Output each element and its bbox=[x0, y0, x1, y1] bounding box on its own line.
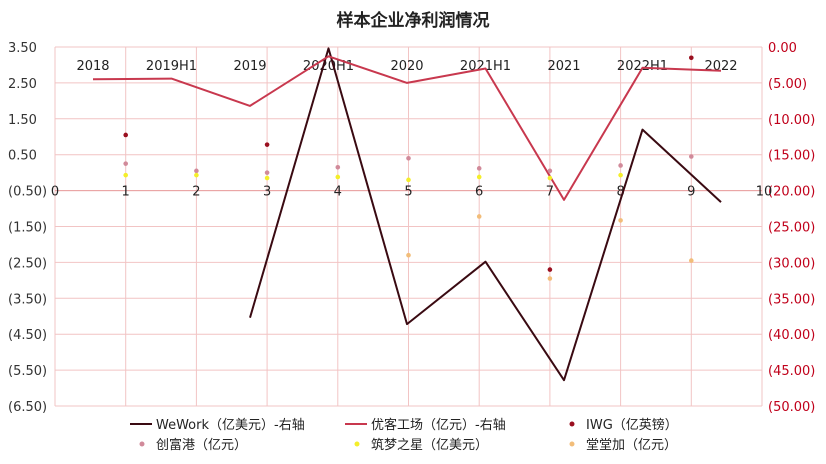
legend-swatch bbox=[569, 441, 575, 447]
series-point bbox=[476, 166, 482, 171]
series-point bbox=[264, 170, 270, 175]
legend-label: IWG（亿英镑） bbox=[586, 417, 678, 433]
series-point bbox=[406, 252, 411, 258]
series-point bbox=[689, 258, 694, 263]
series-point bbox=[123, 161, 128, 166]
series-point bbox=[123, 132, 128, 138]
category-label: 2020H1 bbox=[303, 59, 354, 74]
series-point bbox=[689, 154, 694, 159]
series-point bbox=[547, 276, 553, 281]
category-label: 2021 bbox=[547, 59, 580, 74]
category-label: 2018 bbox=[76, 59, 109, 74]
right-tick-label: (30.00) bbox=[768, 256, 815, 271]
category-label: 2022 bbox=[704, 59, 737, 74]
right-tick-label: 0.00 bbox=[768, 41, 797, 56]
category-label: 2020 bbox=[390, 59, 423, 74]
left-axis: 3.50 2.50 1.50 0.50 (0.50) (1.50) (2.50) (3.50)… bbox=[8, 41, 47, 415]
series-point bbox=[406, 155, 411, 161]
legend-label: 筑梦之星（亿美元） bbox=[371, 437, 488, 453]
series-point bbox=[335, 174, 341, 180]
right-tick-label: (5.00) bbox=[768, 77, 807, 92]
series-point bbox=[264, 175, 270, 181]
series-line bbox=[249, 47, 722, 382]
left-tick-label: 0.50 bbox=[8, 149, 37, 164]
series-point bbox=[547, 175, 553, 181]
left-tick-label: (6.50) bbox=[8, 400, 47, 415]
x-tick-label: 0 bbox=[51, 185, 59, 200]
series-point bbox=[689, 55, 694, 61]
right-tick-label: (45.00) bbox=[768, 364, 815, 379]
series-point bbox=[335, 164, 341, 170]
series-point bbox=[476, 174, 482, 180]
right-axis: 0.00 (5.00) (10.00) (15.00) (20.00) (25.00) (3… bbox=[768, 41, 815, 415]
series-points bbox=[123, 55, 694, 281]
left-tick-label: (5.50) bbox=[8, 364, 47, 379]
legend-swatch bbox=[354, 441, 360, 447]
legend-label: WeWork（亿美元）-右轴 bbox=[156, 418, 305, 433]
category-label: 2019H1 bbox=[146, 59, 197, 74]
series-point bbox=[618, 163, 623, 168]
x-tick-label: 3 bbox=[263, 185, 271, 200]
x-axis: 0 1 2 3 4 5 6 7 8 9 10 bbox=[51, 185, 772, 200]
series-point bbox=[547, 168, 553, 174]
left-tick-label: (1.50) bbox=[8, 221, 47, 236]
left-tick-label: 3.50 bbox=[8, 41, 37, 56]
series-point bbox=[194, 172, 199, 178]
chart-title: 样本企业净利润情况 bbox=[337, 10, 490, 31]
left-tick-label: (2.50) bbox=[8, 256, 47, 271]
series-lines bbox=[92, 47, 722, 382]
x-tick-label: 4 bbox=[334, 185, 342, 200]
category-label: 2022H1 bbox=[617, 59, 668, 74]
legend-label: 优客工场（亿元）-右轴 bbox=[371, 417, 506, 433]
x-tick-label: 9 bbox=[687, 185, 695, 200]
series-point bbox=[618, 172, 623, 178]
left-tick-label: 2.50 bbox=[8, 77, 37, 92]
right-tick-label: (40.00) bbox=[768, 328, 815, 343]
x-tick-label: 5 bbox=[404, 185, 412, 200]
series-point bbox=[547, 267, 553, 272]
series-point bbox=[194, 168, 199, 174]
series-point bbox=[123, 172, 128, 178]
x-tick-label: 10 bbox=[756, 185, 773, 200]
x-tick-label: 2 bbox=[192, 185, 200, 200]
left-tick-label: (4.50) bbox=[8, 328, 47, 343]
category-labels: 2018 2019H1 2019 2020H1 2020 2021H1 2021 2022H1… bbox=[76, 59, 737, 74]
category-label: 2019 bbox=[233, 59, 266, 74]
left-tick-label: 1.50 bbox=[8, 113, 37, 128]
series-point bbox=[264, 142, 270, 147]
right-tick-label: (50.00) bbox=[768, 400, 815, 415]
left-tick-label: (0.50) bbox=[8, 185, 47, 200]
series-point bbox=[406, 177, 411, 183]
legend: WeWork（亿美元）-右轴 优客工场（亿元）-右轴 IWG（亿英镑） 创富港（亿元）… bbox=[130, 417, 678, 453]
legend-label: 堂堂加（亿元） bbox=[586, 438, 677, 453]
right-tick-label: (35.00) bbox=[768, 292, 815, 307]
grid bbox=[54, 46, 763, 407]
left-tick-label: (3.50) bbox=[8, 292, 47, 307]
series-point bbox=[618, 218, 623, 223]
right-tick-label: (10.00) bbox=[768, 113, 815, 128]
right-tick-label: (25.00) bbox=[768, 221, 815, 236]
x-tick-label: 1 bbox=[122, 185, 130, 200]
right-tick-label: (20.00) bbox=[768, 185, 815, 200]
legend-label: 创富港（亿元） bbox=[156, 437, 247, 453]
legend-swatch bbox=[569, 421, 575, 427]
x-tick-label: 8 bbox=[616, 185, 624, 200]
x-tick-label: 7 bbox=[546, 185, 554, 200]
right-tick-label: (15.00) bbox=[768, 149, 815, 164]
legend-swatch bbox=[139, 441, 145, 447]
x-tick-label: 6 bbox=[475, 185, 483, 200]
series-line bbox=[92, 55, 722, 201]
series-point bbox=[476, 214, 482, 219]
